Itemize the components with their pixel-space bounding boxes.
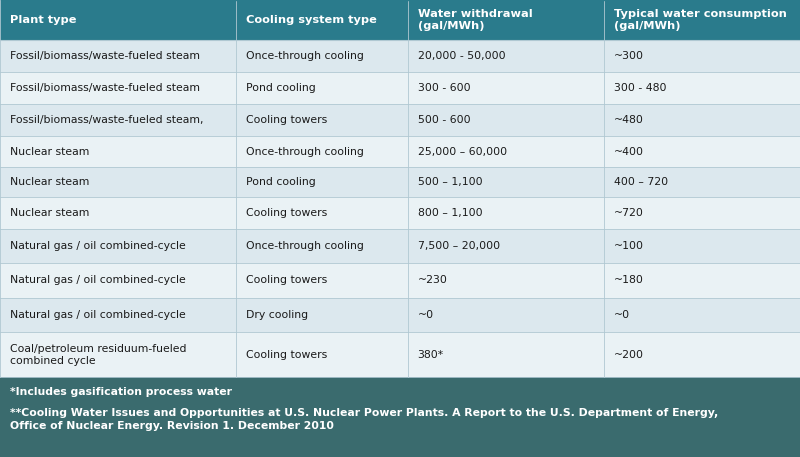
Text: 800 – 1,100: 800 – 1,100 <box>418 208 482 218</box>
Text: Nuclear steam: Nuclear steam <box>10 177 89 187</box>
Text: Cooling towers: Cooling towers <box>246 350 327 360</box>
Text: Cooling towers: Cooling towers <box>246 208 327 218</box>
Bar <box>0 197 800 229</box>
Text: ~0: ~0 <box>418 310 434 320</box>
Text: **Cooling Water Issues and Opportunities at U.S. Nuclear Power Plants. A Report : **Cooling Water Issues and Opportunities… <box>10 408 718 431</box>
Text: ~200: ~200 <box>614 350 643 360</box>
Text: Natural gas / oil combined-cycle: Natural gas / oil combined-cycle <box>10 310 186 320</box>
Bar <box>0 104 800 136</box>
Text: 380*: 380* <box>418 350 444 360</box>
Bar <box>0 229 800 263</box>
Text: 500 – 1,100: 500 – 1,100 <box>418 177 482 187</box>
Text: Natural gas / oil combined-cycle: Natural gas / oil combined-cycle <box>10 275 186 285</box>
Text: Once-through cooling: Once-through cooling <box>246 147 363 157</box>
Text: ~300: ~300 <box>614 51 643 61</box>
Bar <box>0 263 800 298</box>
Text: Fossil/biomass/waste-fueled steam: Fossil/biomass/waste-fueled steam <box>10 83 200 93</box>
Text: 300 - 480: 300 - 480 <box>614 83 666 93</box>
Text: ~720: ~720 <box>614 208 643 218</box>
Text: Typical water consumption
(gal/MWh): Typical water consumption (gal/MWh) <box>614 9 786 32</box>
Text: Pond cooling: Pond cooling <box>246 83 315 93</box>
Bar <box>0 167 800 197</box>
Bar <box>0 0 800 40</box>
Bar <box>0 72 800 104</box>
Text: Once-through cooling: Once-through cooling <box>246 51 363 61</box>
Text: 20,000 - 50,000: 20,000 - 50,000 <box>418 51 506 61</box>
Text: Cooling towers: Cooling towers <box>246 115 327 125</box>
Text: Cooling towers: Cooling towers <box>246 275 327 285</box>
Text: ~400: ~400 <box>614 147 643 157</box>
Bar <box>0 377 800 457</box>
Text: ~0: ~0 <box>614 310 630 320</box>
Text: ~480: ~480 <box>614 115 643 125</box>
Text: 400 – 720: 400 – 720 <box>614 177 668 187</box>
Text: 300 - 600: 300 - 600 <box>418 83 470 93</box>
Text: Water withdrawal
(gal/MWh): Water withdrawal (gal/MWh) <box>418 9 532 32</box>
Text: Fossil/biomass/waste-fueled steam: Fossil/biomass/waste-fueled steam <box>10 51 200 61</box>
Text: Nuclear steam: Nuclear steam <box>10 208 89 218</box>
Text: Nuclear steam: Nuclear steam <box>10 147 89 157</box>
Bar <box>0 333 800 377</box>
Text: ~100: ~100 <box>614 241 643 251</box>
Text: Once-through cooling: Once-through cooling <box>246 241 363 251</box>
Text: Plant type: Plant type <box>10 15 76 25</box>
Text: Dry cooling: Dry cooling <box>246 310 308 320</box>
Text: ~230: ~230 <box>418 275 447 285</box>
Text: *Includes gasification process water: *Includes gasification process water <box>10 387 232 397</box>
Bar <box>0 40 800 72</box>
Text: ~180: ~180 <box>614 275 643 285</box>
Text: 500 - 600: 500 - 600 <box>418 115 470 125</box>
Text: 25,000 – 60,000: 25,000 – 60,000 <box>418 147 506 157</box>
Text: Pond cooling: Pond cooling <box>246 177 315 187</box>
Text: Fossil/biomass/waste-fueled steam,: Fossil/biomass/waste-fueled steam, <box>10 115 203 125</box>
Text: Cooling system type: Cooling system type <box>246 15 377 25</box>
Text: 7,500 – 20,000: 7,500 – 20,000 <box>418 241 500 251</box>
Text: Coal/petroleum residuum-fueled
combined cycle: Coal/petroleum residuum-fueled combined … <box>10 344 186 366</box>
Bar <box>0 298 800 333</box>
Bar <box>0 136 800 167</box>
Text: Natural gas / oil combined-cycle: Natural gas / oil combined-cycle <box>10 241 186 251</box>
